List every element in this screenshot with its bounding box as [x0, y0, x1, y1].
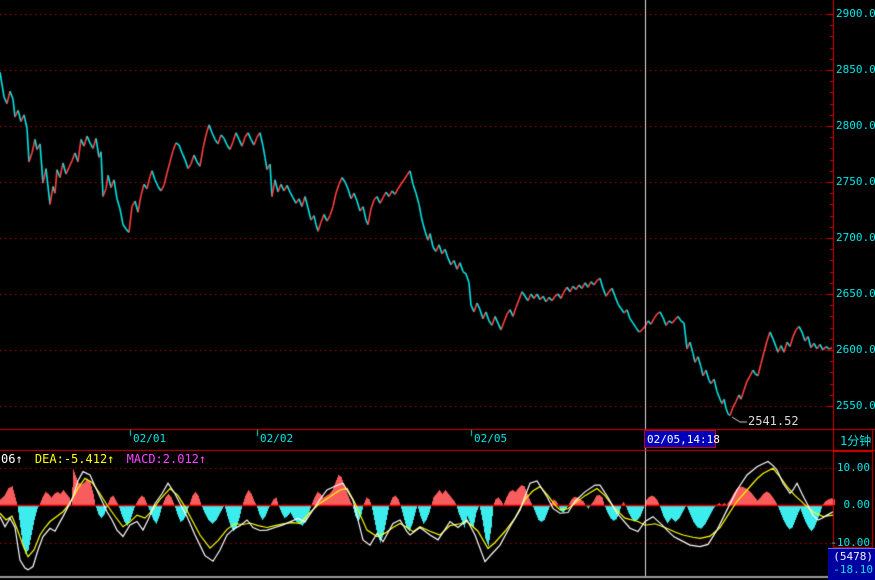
price-axis-label: 2750.00 [836, 176, 875, 188]
price-axis-label: 2800.00 [836, 120, 875, 132]
info-box-low: -18.10 [833, 563, 873, 576]
date-axis-label: 02/05 [474, 433, 508, 445]
indicator-header: 06↑ DEA:-5.412↑ MACD:2.012↑ [1, 452, 211, 466]
dif-value-tail: 06↑ [1, 452, 23, 466]
macd-axis-label: -10.00 [830, 536, 870, 549]
info-box: (5478) -18.10 [828, 548, 875, 580]
price-axis-label: 2900.00 [836, 8, 875, 20]
price-low-annotation: 2541.52 [748, 414, 799, 428]
macd-value: MACD:2.012↑ [126, 452, 207, 466]
macd-axis-label: 10.00 [836, 461, 870, 474]
price-axis-label: 2600.00 [836, 344, 875, 356]
date-axis-label: 02/02 [260, 433, 294, 445]
period-label[interactable]: 1分钟 [840, 434, 872, 448]
dea-value: DEA:-5.412↑ [34, 452, 115, 466]
info-box-count: (5478) [833, 550, 873, 563]
price-axis-label: 2650.00 [836, 288, 875, 300]
price-axis-label: 2850.00 [836, 64, 875, 76]
date-axis-label: 02/01 [133, 433, 167, 445]
macd-axis-label: 0.00 [843, 499, 871, 511]
crosshair-time-label: 02/05,14:18 [644, 430, 720, 448]
price-axis-label: 2550.00 [836, 400, 875, 412]
price-axis-label: 2700.00 [836, 232, 875, 244]
